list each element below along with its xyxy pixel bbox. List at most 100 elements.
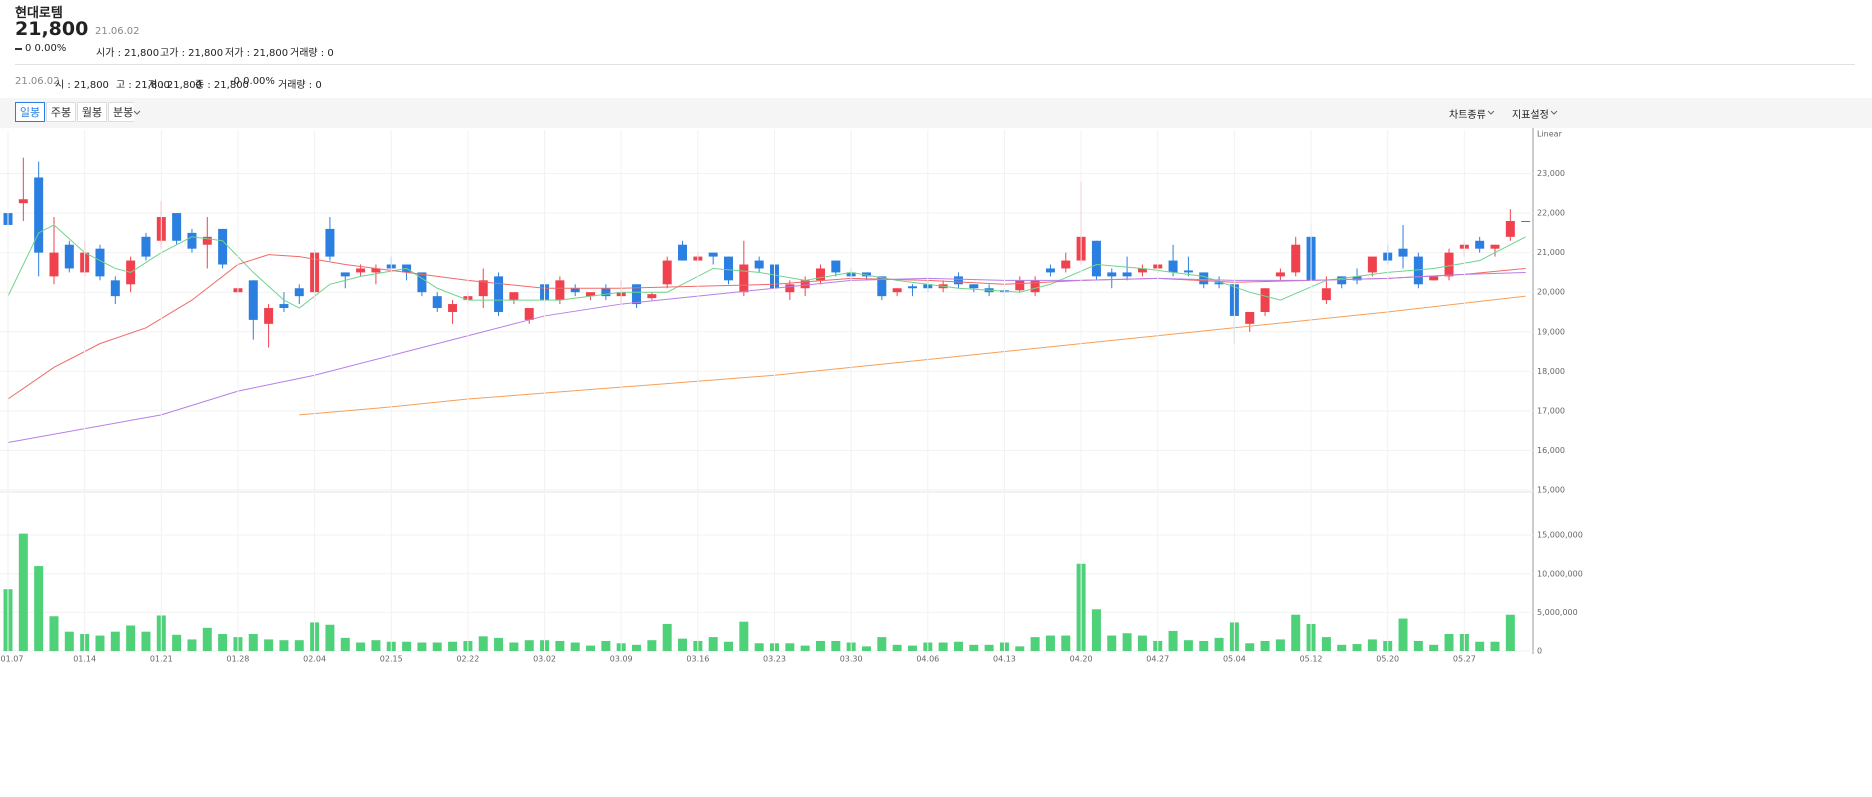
x-tick-label: 01.14	[73, 655, 96, 664]
volume-bar	[187, 639, 197, 651]
volume-bar	[1413, 640, 1423, 651]
candle-body	[371, 268, 381, 273]
candle-body	[570, 288, 580, 293]
candle-body	[18, 199, 28, 204]
candle-body	[1107, 272, 1117, 277]
candle-body	[969, 284, 979, 289]
volume-bar	[570, 642, 580, 651]
volume-bar	[432, 642, 442, 651]
volume-bar	[1444, 634, 1454, 651]
candle-body	[34, 177, 44, 253]
info-field: 거래량 : 0	[278, 80, 322, 91]
volume-bar	[1214, 637, 1224, 651]
volume-bar	[1398, 618, 1408, 651]
volume-bar	[1168, 630, 1178, 651]
volume-bar	[754, 643, 764, 651]
candle-body	[1045, 268, 1055, 273]
candle-body	[1091, 240, 1101, 277]
volume-bar	[1107, 635, 1117, 651]
candle-body	[248, 280, 258, 320]
candle-body	[1030, 280, 1040, 293]
candle-body	[1521, 220, 1531, 222]
volume-bar	[49, 616, 59, 651]
volume-bar	[371, 640, 381, 651]
volume-bar	[340, 637, 350, 651]
volume-bar	[1352, 644, 1362, 651]
candle-body	[1490, 244, 1500, 249]
volume-bar	[800, 645, 810, 651]
candle-body	[953, 276, 963, 285]
x-tick-label: 04.06	[916, 655, 939, 664]
y-tick-label: 20,000	[1537, 288, 1565, 297]
moving-average	[7, 254, 1526, 400]
scale-label: Linear	[1537, 130, 1563, 139]
volume-bar	[586, 645, 596, 651]
candle-body	[1352, 276, 1362, 281]
volume-bar	[555, 640, 565, 651]
candle-body	[325, 228, 335, 257]
candle-body	[1168, 260, 1178, 273]
tab[interactable]: 일봉	[15, 102, 45, 122]
volume-bar	[632, 644, 642, 651]
candle-body	[586, 292, 596, 297]
volume-bar	[678, 638, 688, 651]
volume-bar	[494, 637, 504, 651]
candle-body	[785, 284, 795, 293]
volume-bar	[279, 640, 289, 651]
candle-body	[739, 264, 749, 293]
volume-bar	[1091, 609, 1101, 651]
volume-bar	[448, 641, 458, 651]
candle-body	[356, 268, 366, 273]
volume-bar	[1321, 637, 1331, 651]
menu-indicator[interactable]: 지표설정	[1512, 110, 1549, 121]
candle-body	[432, 296, 442, 309]
volume-bar	[1199, 640, 1209, 651]
menu-chart-type[interactable]: 차트종류	[1449, 110, 1486, 121]
candle-body	[187, 232, 197, 249]
stock-name: 현대로템	[15, 6, 63, 21]
volume-bar	[601, 640, 611, 651]
candle-body	[1199, 272, 1209, 285]
x-tick-label: 03.30	[840, 655, 863, 664]
candle-body	[279, 304, 289, 309]
volume-bar	[877, 637, 887, 651]
tab[interactable]: 주봉	[46, 102, 76, 122]
volume-bar	[141, 631, 151, 651]
volume-bar	[1275, 639, 1285, 651]
volume-bar	[1045, 635, 1055, 651]
moving-average	[299, 295, 1526, 416]
candle-body	[1475, 240, 1485, 249]
y-tick-label: 23,000	[1537, 169, 1565, 178]
y-tick-label: 15,000,000	[1537, 531, 1583, 540]
volume-bar	[402, 641, 412, 651]
x-tick-label: 03.23	[763, 655, 786, 664]
info-date: 21.06.02	[15, 76, 60, 87]
price: 21,800	[15, 18, 89, 40]
x-tick-label: 02.22	[456, 655, 479, 664]
candle-body	[1321, 288, 1331, 301]
tab[interactable]: 분봉	[108, 102, 134, 122]
x-tick-label: 04.20	[1070, 655, 1093, 664]
y-tick-label: 10,000,000	[1537, 569, 1583, 578]
volume-bar	[785, 643, 795, 651]
volume-bar	[417, 642, 427, 651]
x-tick-label: 02.15	[380, 655, 403, 664]
volume-bar	[892, 644, 902, 651]
candle-body	[892, 288, 902, 293]
candle-body	[340, 272, 350, 277]
candle-body	[555, 280, 565, 301]
candle-body	[724, 256, 734, 281]
x-tick-label: 02.04	[303, 655, 326, 664]
candle-body	[1122, 272, 1132, 277]
volume-bar	[1429, 644, 1439, 651]
volume-bar	[708, 637, 718, 651]
x-tick-label: 03.02	[533, 655, 556, 664]
date: 21.06.02	[95, 26, 140, 37]
tab[interactable]: 월봉	[77, 102, 107, 122]
volume-bar	[861, 646, 871, 651]
candle-body	[1061, 260, 1071, 269]
chevron	[1487, 110, 1495, 115]
candle-body	[647, 294, 657, 299]
volume-bar	[907, 645, 917, 651]
info-field: 종 : 21,800	[195, 80, 249, 91]
